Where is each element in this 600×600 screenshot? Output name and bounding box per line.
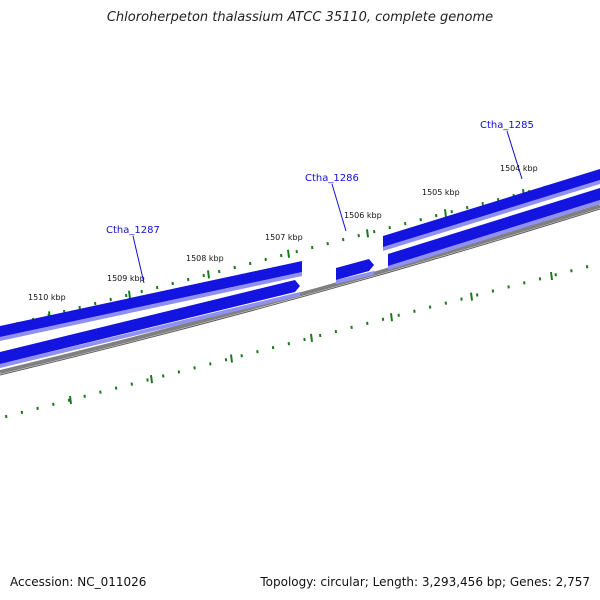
scale-label-1506: 1506 kbp [344, 211, 382, 220]
scale-label-1510: 1510 kbp [28, 293, 66, 302]
major-tick [207, 270, 210, 279]
backbone-shadow [0, 208, 600, 376]
gene-ctha-1285-upper [383, 169, 600, 247]
leader-ctha_1286 [331, 183, 347, 232]
major-tick [128, 290, 131, 299]
map-title: Chloroherpeton thalassium ATCC 35110, co… [106, 10, 494, 25]
scale-label-1508: 1508 kbp [186, 254, 224, 263]
outer-tick-track [1, 174, 593, 330]
gene-labels: Ctha_1285 Ctha_1286 Ctha_1287 [106, 120, 534, 284]
major-tick [69, 395, 72, 405]
major-tick [550, 271, 553, 281]
scale-label-1509: 1509 kbp [107, 274, 145, 283]
leader-ctha_1285 [506, 130, 523, 180]
gene-ctha-1287-upper-shadow [0, 272, 302, 341]
inner-tick-track [5, 265, 589, 419]
gene-ctha-1286-shadow [336, 271, 374, 284]
scale-label-1505: 1505 kbp [422, 188, 460, 197]
major-tick [444, 209, 447, 218]
major-tick [150, 374, 153, 384]
gene-label-ctha_1286: Ctha_1286 [305, 173, 359, 184]
accession-text: Accession: NC_011026 [10, 575, 147, 589]
gene-ctha-1285-lower-shadow [388, 200, 600, 270]
gene-label-ctha_1287: Ctha_1287 [106, 225, 160, 236]
gene-label-ctha_1285: Ctha_1285 [480, 120, 534, 131]
gene-ctha-1285-lower [388, 188, 600, 266]
gene-ctha-1287-lower [0, 280, 300, 364]
gene-ctha-1286 [336, 259, 374, 280]
major-tick [366, 229, 369, 238]
gene-ctha-1285-upper-shadow [383, 180, 600, 251]
gene-ctha-1287-upper [0, 261, 302, 337]
scale-label-1507: 1507 kbp [265, 233, 303, 242]
major-tick [230, 354, 233, 363]
gene-track [0, 169, 600, 368]
major-tick [287, 249, 290, 258]
leader-ctha_1287 [132, 235, 145, 284]
genome-summary-text: Topology: circular; Length: 3,293,456 bp… [260, 575, 590, 589]
gene-ctha-1287-lower-shadow [0, 292, 300, 368]
major-tick [310, 333, 313, 342]
major-tick [390, 313, 393, 322]
major-tick [470, 292, 473, 301]
